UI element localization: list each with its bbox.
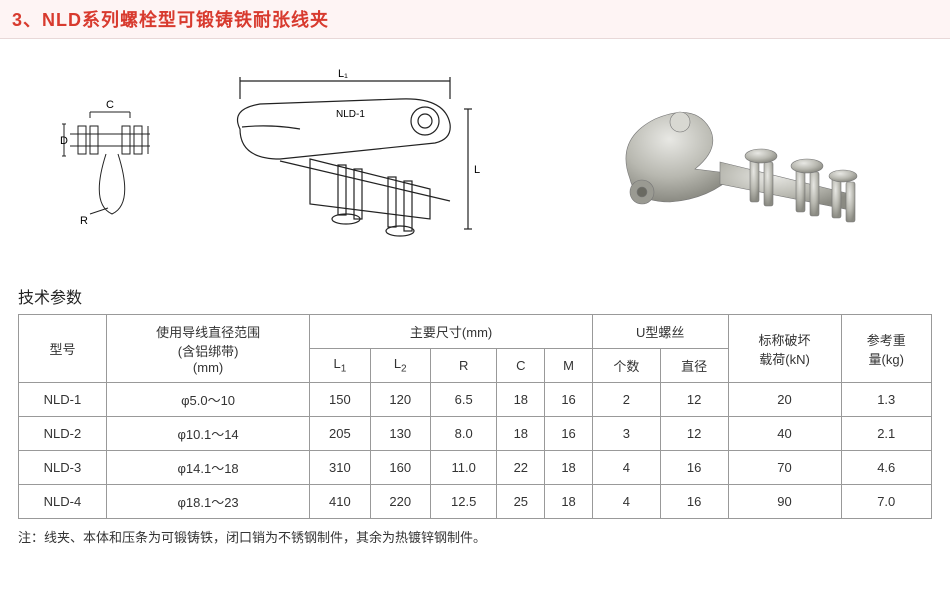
th-C: C [497, 349, 545, 383]
cell-L1: 310 [310, 451, 370, 485]
page-title: 3、NLD系列螺栓型可锻铸铁耐张线夹 [12, 6, 938, 32]
label-D: D [60, 135, 68, 147]
diagram-side: D C R [60, 94, 180, 239]
label-part: NLD-1 [336, 109, 365, 120]
cell-L2: 220 [370, 485, 430, 519]
cell-model: NLD-1 [19, 383, 107, 417]
cell-R: 6.5 [430, 383, 497, 417]
cell-C: 18 [497, 383, 545, 417]
cell-C: 25 [497, 485, 545, 519]
th-R: R [430, 349, 497, 383]
th-M: M [545, 349, 593, 383]
cell-load: 90 [728, 485, 841, 519]
cell-R: 11.0 [430, 451, 497, 485]
table-row: NLD-1φ5.0～101501206.51816212201.3 [19, 383, 932, 417]
cell-range: φ14.1～18 [106, 451, 309, 485]
th-load: 标称破坏 载荷(kN) [728, 315, 841, 383]
label-L: L [474, 164, 480, 176]
cell-R: 8.0 [430, 417, 497, 451]
cell-load: 20 [728, 383, 841, 417]
section-label: 技术参数 [0, 284, 950, 314]
title-bar: 3、NLD系列螺栓型可锻铸铁耐张线夹 [0, 0, 950, 39]
th-weight: 参考重 量(kg) [841, 315, 932, 383]
th-L1: L1 [310, 349, 370, 383]
table-row: NLD-4φ18.1～2341022012.52518416907.0 [19, 485, 932, 519]
diagram-row: D C R [0, 39, 950, 284]
product-photo [600, 84, 880, 249]
cell-L2: 130 [370, 417, 430, 451]
cell-range: φ10.1～14 [106, 417, 309, 451]
cell-L2: 160 [370, 451, 430, 485]
cell-L1: 410 [310, 485, 370, 519]
th-udia: 直径 [660, 349, 728, 383]
table-row: NLD-3φ14.1～1831016011.02218416704.6 [19, 451, 932, 485]
cell-C: 18 [497, 417, 545, 451]
cell-wt: 4.6 [841, 451, 932, 485]
cell-R: 12.5 [430, 485, 497, 519]
diagram-main: L₁ L NLD-1 [220, 69, 500, 264]
cell-L2: 120 [370, 383, 430, 417]
cell-ucnt: 3 [592, 417, 660, 451]
label-C: C [106, 99, 114, 111]
footnote: 注：线夹、本体和压条为可锻铸铁，闭口销为不锈钢制件，其余为热镀锌钢制件。 [0, 519, 950, 554]
th-ucnt: 个数 [592, 349, 660, 383]
spec-table: 型号 使用导线直径范围 (含铝绑带) (mm) 主要尺寸(mm) U型螺丝 标称… [18, 314, 932, 519]
cell-wt: 2.1 [841, 417, 932, 451]
cell-ucnt: 2 [592, 383, 660, 417]
th-u: U型螺丝 [592, 315, 728, 349]
label-L1: L₁ [338, 69, 348, 80]
cell-udia: 12 [660, 417, 728, 451]
th-range: 使用导线直径范围 (含铝绑带) (mm) [106, 315, 309, 383]
cell-range: φ18.1～23 [106, 485, 309, 519]
cell-model: NLD-3 [19, 451, 107, 485]
cell-C: 22 [497, 451, 545, 485]
cell-ucnt: 4 [592, 451, 660, 485]
cell-udia: 16 [660, 451, 728, 485]
cell-L1: 150 [310, 383, 370, 417]
cell-M: 16 [545, 383, 593, 417]
cell-udia: 16 [660, 485, 728, 519]
th-dims: 主要尺寸(mm) [310, 315, 593, 349]
cell-M: 18 [545, 451, 593, 485]
table-row: NLD-2φ10.1～142051308.01816312402.1 [19, 417, 932, 451]
cell-ucnt: 4 [592, 485, 660, 519]
cell-M: 16 [545, 417, 593, 451]
cell-model: NLD-4 [19, 485, 107, 519]
cell-wt: 7.0 [841, 485, 932, 519]
th-L2: L2 [370, 349, 430, 383]
cell-model: NLD-2 [19, 417, 107, 451]
cell-M: 18 [545, 485, 593, 519]
cell-wt: 1.3 [841, 383, 932, 417]
label-R: R [80, 215, 88, 227]
th-model: 型号 [19, 315, 107, 383]
cell-load: 40 [728, 417, 841, 451]
cell-range: φ5.0～10 [106, 383, 309, 417]
cell-udia: 12 [660, 383, 728, 417]
cell-load: 70 [728, 451, 841, 485]
cell-L1: 205 [310, 417, 370, 451]
